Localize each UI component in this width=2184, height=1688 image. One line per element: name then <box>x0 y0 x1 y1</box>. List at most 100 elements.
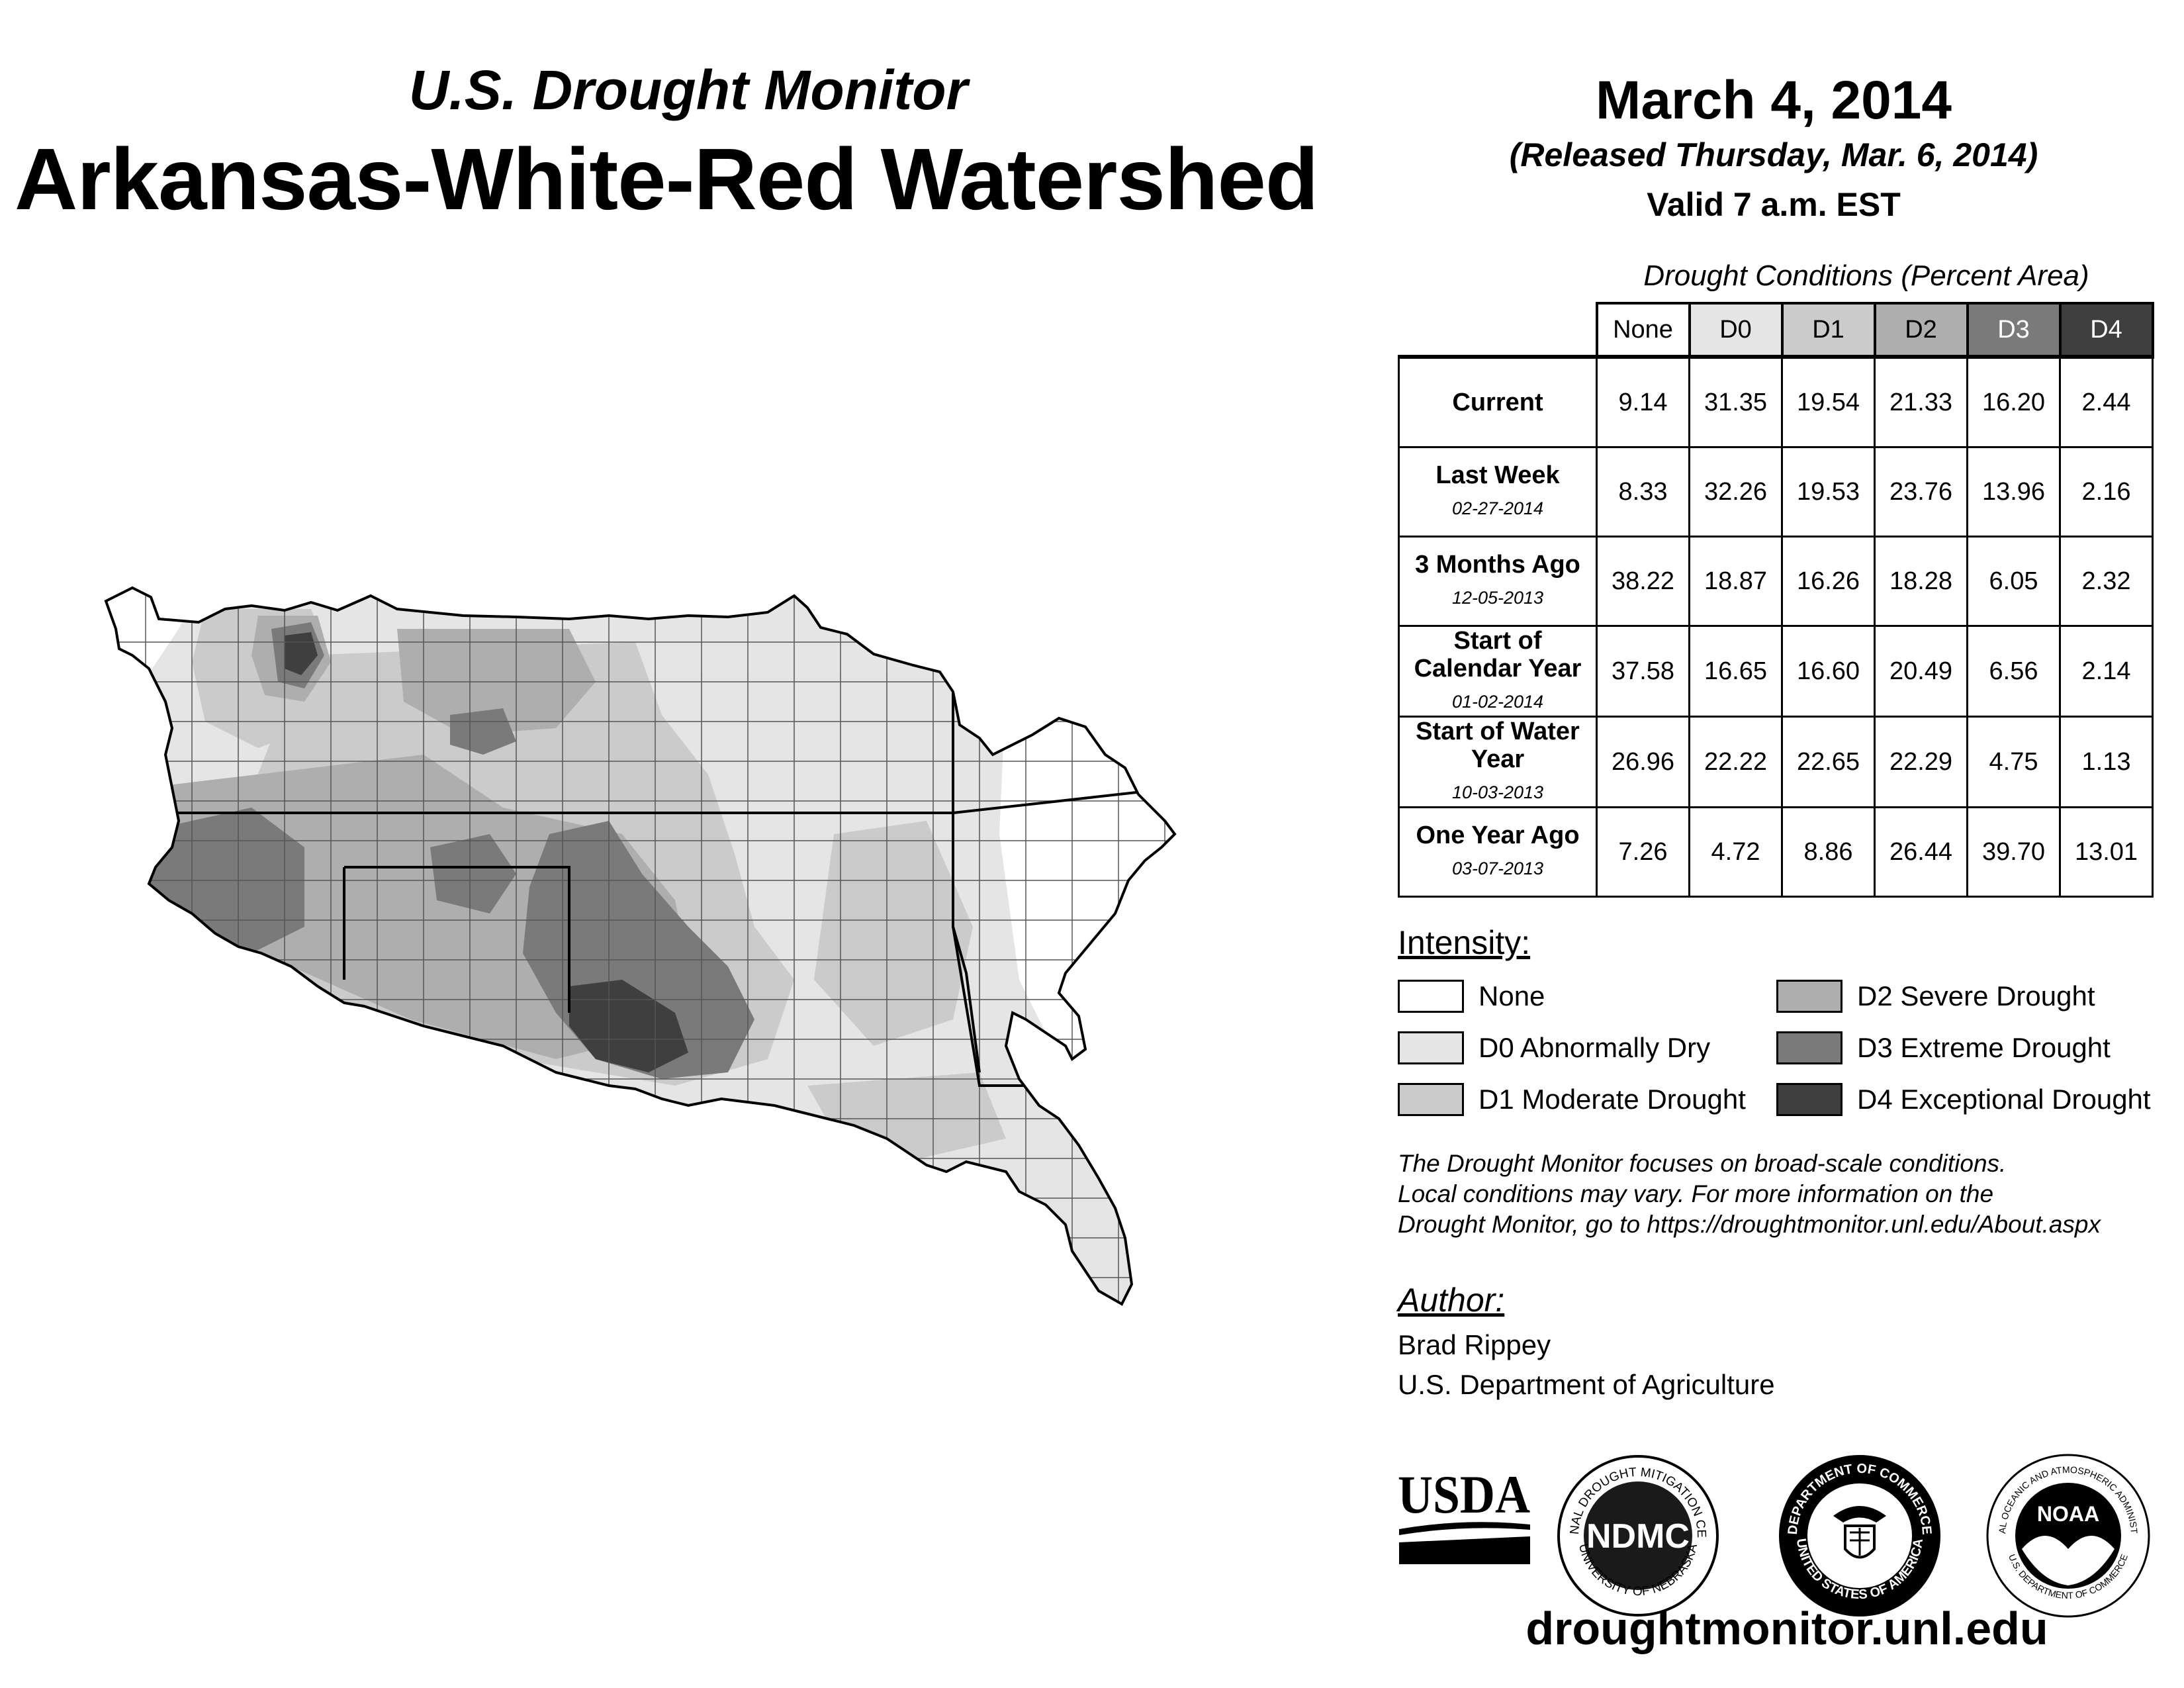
noaa-logo-text: NOAA <box>2037 1502 2099 1526</box>
table-cell: 6.56 <box>1966 625 2061 718</box>
table-cell: 37.58 <box>1596 625 1690 718</box>
usda-logo-text: USDA <box>1398 1466 1530 1524</box>
legend-label-d4: D4 Exceptional Drought <box>1857 1084 2151 1115</box>
map-subtitle: U.S. Drought Monitor <box>408 59 968 121</box>
none-area-east <box>999 688 1175 1125</box>
row-label-text: Last Week <box>1435 461 1560 489</box>
legend-label-d3: D3 Extreme Drought <box>1857 1032 2111 1063</box>
author-name: Brad Rippey <box>1398 1329 1551 1360</box>
column-header-none: None <box>1595 302 1691 358</box>
drought-conditions-table: None D0 D1 D2 D3 D4 Current 9.14 31.35 19.5… <box>1398 302 2154 898</box>
table-row-3-months-ago: 3 Months Ago 12-05-2013 38.22 18.87 16.26 18.… <box>1398 536 2154 627</box>
table-cell: 4.72 <box>1688 806 1783 898</box>
table-cell: 23.76 <box>1874 446 1968 538</box>
legend-label-d1: D1 Moderate Drought <box>1479 1084 1746 1115</box>
legend-swatch-d2 <box>1776 980 1843 1013</box>
legend-label-d2: D2 Severe Drought <box>1857 980 2095 1011</box>
d3-area-panhandle <box>430 834 516 914</box>
table-cell: 22.65 <box>1781 716 1876 808</box>
column-header-d0: D0 <box>1688 302 1784 358</box>
table-cell: 31.35 <box>1688 355 1783 448</box>
basin-outline <box>104 586 1177 1306</box>
table-cell: 18.87 <box>1688 536 1783 627</box>
legend-swatch-d1 <box>1398 1083 1464 1116</box>
d4-area-texas <box>569 980 688 1072</box>
table-cell: 2.14 <box>2059 625 2154 718</box>
author-heading: Author: <box>1398 1282 1505 1319</box>
row-label-text: Current <box>1452 389 1543 416</box>
disclaimer-line-3: Drought Monitor, go to https://droughtmo… <box>1398 1211 2101 1238</box>
row-label-date: 12-05-2013 <box>1451 588 1544 608</box>
author-organization: U.S. Department of Agriculture <box>1398 1369 1775 1400</box>
table-cell: 16.26 <box>1781 536 1876 627</box>
row-label-date: 03-07-2013 <box>1451 859 1544 878</box>
table-cell: 39.70 <box>1966 806 2061 898</box>
column-header-d3: D3 <box>1966 302 2062 358</box>
row-label-last-week: Last Week 02-27-2014 <box>1398 446 1598 538</box>
legend-swatch-d0 <box>1398 1031 1464 1064</box>
row-label-one-year-ago: One Year Ago 03-07-2013 <box>1398 806 1598 898</box>
row-label-current: Current <box>1398 355 1598 448</box>
table-cell: 18.28 <box>1874 536 1968 627</box>
table-cell: 32.26 <box>1688 446 1783 538</box>
table-cell: 13.01 <box>2059 806 2154 898</box>
table-cell: 19.54 <box>1781 355 1876 448</box>
noaa-logo: NATIONAL OCEANIC AND ATMOSPHERIC ADMINIS… <box>1982 1450 2150 1618</box>
eagle-icon <box>1833 1506 1886 1523</box>
row-label-date: 01-02-2014 <box>1451 692 1544 712</box>
row-label-start-of-calendar-year: Start of Calendar Year 01-02-2014 <box>1398 625 1598 718</box>
table-cell: 13.96 <box>1966 446 2061 538</box>
row-label-start-of-water-year: Start of Water Year 10-03-2013 <box>1398 716 1598 808</box>
table-cell: 21.33 <box>1874 355 1968 448</box>
legend-label-d0: D0 Abnormally Dry <box>1479 1032 1711 1063</box>
table-cell: 16.20 <box>1966 355 2061 448</box>
table-cell: 19.53 <box>1781 446 1876 538</box>
table-row-last-week: Last Week 02-27-2014 8.33 32.26 19.53 23.76 13… <box>1398 446 2154 538</box>
legend-title: Intensity: <box>1398 924 1531 961</box>
legend-item-none: None <box>1398 980 1545 1013</box>
row-label-text: Start of Calendar Year <box>1414 627 1582 682</box>
table-cell: 2.16 <box>2059 446 2154 538</box>
valid-time: Valid 7 a.m. EST <box>1647 186 1901 223</box>
ndmc-logo-text: NDMC <box>1586 1517 1690 1556</box>
d4-area-colorado <box>285 632 318 675</box>
ndmc-logo: NATIONAL DROUGHT MITIGATION CENTER UNIVE… <box>1552 1450 1719 1617</box>
usda-logo: USDA <box>1398 1466 1530 1564</box>
table-caption: Drought Conditions (Percent Area) <box>1643 259 2089 292</box>
row-label-date: 02-27-2014 <box>1451 498 1544 518</box>
table-cell: 4.75 <box>1966 716 2061 808</box>
legend-item-d3: D3 Extreme Drought <box>1776 1031 2111 1064</box>
table-cell: 2.32 <box>2059 536 2154 627</box>
d3-area-kansas-sw <box>450 708 516 755</box>
legend-swatch-d3 <box>1776 1031 1843 1064</box>
table-corner <box>1399 303 1597 357</box>
table-row-one-year-ago: One Year Ago 03-07-2013 7.26 4.72 8.86 26.44 3… <box>1398 806 2154 898</box>
disclaimer-line-1: The Drought Monitor focuses on broad-sca… <box>1398 1150 2007 1177</box>
website-url[interactable]: droughtmonitor.unl.edu <box>1525 1603 2048 1654</box>
disclaimer: The Drought Monitor focuses on broad-sca… <box>1398 1149 2159 1240</box>
table-cell: 26.96 <box>1596 716 1690 808</box>
row-label-text: 3 Months Ago <box>1415 551 1580 579</box>
column-header-d1: D1 <box>1780 302 1876 358</box>
table-cell: 8.86 <box>1781 806 1876 898</box>
table-cell: 8.33 <box>1596 446 1690 538</box>
release-date: (Released Thursday, Mar. 6, 2014) <box>1509 136 2038 173</box>
column-header-d4: D4 <box>2058 302 2154 358</box>
table-cell: 20.49 <box>1874 625 1968 718</box>
table-cell: 2.44 <box>2059 355 2154 448</box>
column-header-d2: D2 <box>1873 302 1969 358</box>
table-cell: 7.26 <box>1596 806 1690 898</box>
row-label-text: One Year Ago <box>1416 821 1580 849</box>
table-cell: 22.29 <box>1874 716 1968 808</box>
disclaimer-line-2: Local conditions may vary. For more info… <box>1398 1180 1994 1207</box>
table-cell: 22.22 <box>1688 716 1783 808</box>
legend-swatch-d4 <box>1776 1083 1843 1116</box>
table-row-start-of-calendar-year: Start of Calendar Year 01-02-2014 37.58 16.… <box>1398 625 2154 718</box>
row-label-3-months-ago: 3 Months Ago 12-05-2013 <box>1398 536 1598 627</box>
row-label-text: Start of Water Year <box>1416 718 1580 773</box>
table-cell: 9.14 <box>1596 355 1690 448</box>
legend-label-none: None <box>1479 980 1545 1011</box>
table-cell: 16.60 <box>1781 625 1876 718</box>
table-row-current: Current 9.14 31.35 19.54 21.33 16.20 2.44 <box>1398 355 2154 448</box>
table-cell: 38.22 <box>1596 536 1690 627</box>
